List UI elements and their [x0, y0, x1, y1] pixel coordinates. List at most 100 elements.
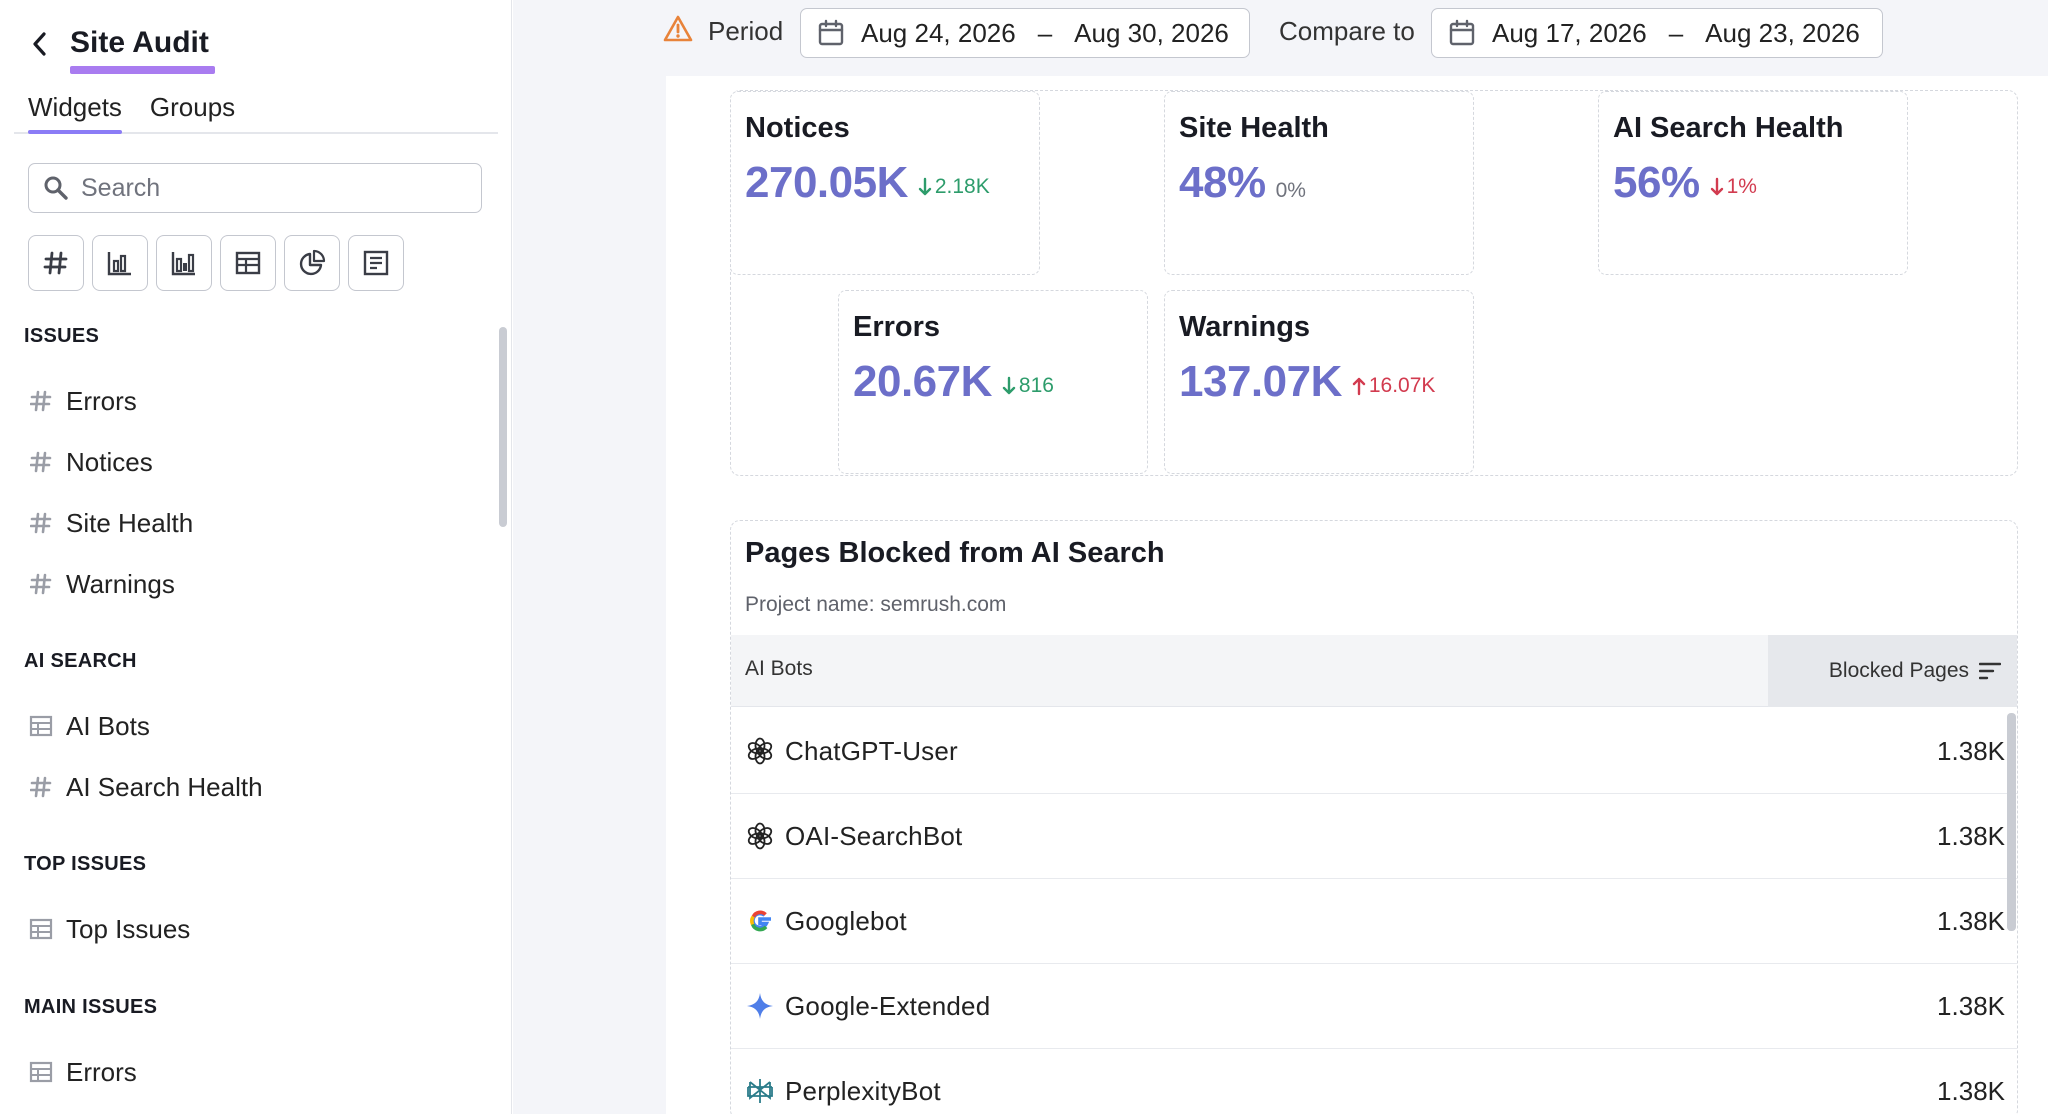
- widget-delta: 0%: [1276, 179, 1306, 203]
- period-label: Period: [708, 16, 784, 46]
- notices-widget[interactable]: Notices 270.05K 2.18K: [730, 91, 1040, 275]
- sidebar-item-label: Site Health: [66, 507, 194, 538]
- title-underline: [70, 66, 215, 74]
- widget-value: 270.05K: [745, 158, 908, 207]
- sidebar-item-label: Errors: [66, 1056, 137, 1087]
- sidebar-item-errors[interactable]: Errors: [28, 381, 137, 421]
- perplexity-icon: [745, 1076, 775, 1106]
- widget-value-row: 270.05K 2.18K: [745, 158, 1025, 208]
- table-icon: [28, 916, 54, 942]
- search-input[interactable]: [81, 173, 461, 203]
- sidebar-item-site-health[interactable]: Site Health: [28, 503, 193, 543]
- ai-search-health-widget[interactable]: AI Search Health 56% 1%: [1598, 91, 1908, 275]
- table-row[interactable]: ChatGPT-User 1.38K: [731, 709, 2017, 794]
- bot-name: Googlebot: [785, 905, 907, 936]
- widget-search-box: [28, 163, 482, 213]
- widget-title: Errors: [853, 311, 941, 343]
- sidebar-item-top-issues[interactable]: Top Issues: [28, 909, 190, 949]
- widget-title: AI Search Health: [1613, 112, 1844, 144]
- arrow-down-icon: [918, 177, 932, 196]
- sidebar-item-ai-bots[interactable]: AI Bots: [28, 706, 150, 746]
- widget-delta-value: 16.07K: [1368, 374, 1436, 397]
- sidebar-item-main-errors[interactable]: Errors: [28, 1052, 137, 1092]
- openai-icon: [745, 821, 775, 851]
- note-icon: [363, 250, 389, 276]
- errors-widget[interactable]: Errors 20.67K 816: [838, 290, 1148, 474]
- sidebar-item-ai-search-health[interactable]: AI Search Health: [28, 767, 263, 807]
- sidebar-scrollbar[interactable]: [499, 327, 507, 527]
- tab-widgets[interactable]: Widgets: [14, 88, 136, 134]
- filter-grouped-bar-button[interactable]: [156, 235, 212, 291]
- sidebar-item-label: AI Search Health: [66, 771, 263, 802]
- widget-delta: 1%: [1710, 175, 1757, 199]
- table-row[interactable]: Google-Extended 1.38K: [731, 964, 2017, 1049]
- table-row[interactable]: Googlebot 1.38K: [731, 879, 2017, 964]
- sidebar-item-label: Errors: [66, 385, 137, 416]
- date-separator: –: [1037, 17, 1053, 48]
- table-icon: [235, 251, 261, 275]
- hash-icon: [28, 510, 54, 536]
- compare-to-date: Aug 23, 2026: [1705, 17, 1860, 48]
- blocked-pages-value: 1.38K: [1937, 820, 2005, 851]
- warnings-widget[interactable]: Warnings 137.07K 16.07K: [1164, 290, 1474, 474]
- section-main-issues-title: MAIN ISSUES: [24, 996, 158, 1018]
- back-button[interactable]: [24, 22, 56, 66]
- widget-value-row: 48% 0%: [1179, 158, 1459, 208]
- widget-delta-value: 2.18K: [934, 175, 990, 198]
- section-ai-search-title: AI SEARCH: [24, 650, 137, 672]
- table-row[interactable]: OAI-SearchBot 1.38K: [731, 794, 2017, 879]
- widget-delta-value: 816: [1018, 374, 1054, 397]
- calendar-icon: [1449, 19, 1475, 46]
- bot-name: Google-Extended: [785, 990, 991, 1021]
- widget-delta-value: 0%: [1275, 179, 1306, 202]
- filter-number-button[interactable]: [28, 235, 84, 291]
- filter-table-button[interactable]: [220, 235, 276, 291]
- widget-subtitle: Project name: semrush.com: [745, 593, 1007, 616]
- period-to-date: Aug 30, 2026: [1074, 17, 1229, 48]
- widget-title: Pages Blocked from AI Search: [745, 537, 1165, 569]
- widget-type-filters: [28, 235, 404, 291]
- sidebar-item-label: Top Issues: [66, 913, 191, 944]
- filter-pie-chart-button[interactable]: [284, 235, 340, 291]
- sidebar-item-notices[interactable]: Notices: [28, 442, 153, 482]
- bot-name: ChatGPT-User: [785, 735, 958, 766]
- sidebar-item-warnings[interactable]: Warnings: [28, 564, 175, 604]
- period-date-range-picker[interactable]: Aug 24, 2026 – Aug 30, 2026: [800, 8, 1250, 58]
- compare-date-range-picker[interactable]: Aug 17, 2026 – Aug 23, 2026: [1431, 8, 1883, 58]
- widget-value-row: 56% 1%: [1613, 158, 1893, 208]
- section-top-issues-title: TOP ISSUES: [24, 853, 147, 875]
- table-row[interactable]: PerplexityBot 1.38K: [731, 1049, 2017, 1114]
- column-header-blocked-pages[interactable]: Blocked Pages: [1768, 635, 2017, 707]
- hash-icon: [28, 571, 54, 597]
- chevron-left-icon: [33, 32, 46, 56]
- table-scrollbar[interactable]: [2007, 713, 2016, 931]
- compare-label: Compare to: [1279, 16, 1415, 46]
- search-icon: [44, 176, 68, 200]
- site-health-widget[interactable]: Site Health 48% 0%: [1164, 91, 1474, 275]
- filter-note-button[interactable]: [348, 235, 404, 291]
- bot-name: OAI-SearchBot: [785, 820, 963, 851]
- sidebar-title-wrap: Site Audit: [70, 22, 215, 74]
- arrow-down-icon: [1710, 177, 1723, 196]
- column-header-ai-bots[interactable]: AI Bots: [745, 657, 813, 680]
- number-icon: [43, 251, 68, 275]
- blocked-pages-value: 1.38K: [1937, 905, 2005, 936]
- widget-title: Warnings: [1179, 311, 1311, 343]
- blocked-pages-value: 1.38K: [1937, 735, 2005, 766]
- sidebar-item-label: AI Bots: [66, 710, 150, 741]
- table-header: AI Bots Blocked Pages: [731, 635, 2017, 707]
- sidebar-tabs: Widgets Groups: [14, 88, 498, 134]
- arrow-up-icon: [1352, 377, 1366, 396]
- widget-delta: 816: [1002, 374, 1054, 398]
- widget-value-row: 20.67K 816: [853, 357, 1133, 407]
- widget-value: 48%: [1179, 158, 1266, 207]
- tab-groups[interactable]: Groups: [149, 92, 236, 122]
- pages-blocked-widget[interactable]: Pages Blocked from AI Search Project nam…: [730, 520, 2018, 1114]
- warning-icon[interactable]: [663, 14, 693, 44]
- bot-name: PerplexityBot: [785, 1075, 941, 1106]
- widget-sidebar: Site Audit Widgets Groups: [0, 0, 512, 1114]
- widget-delta: 2.18K: [918, 175, 990, 199]
- filter-bar-chart-button[interactable]: [92, 235, 148, 291]
- arrow-down-icon: [1002, 376, 1016, 395]
- grouped-bar-chart-icon: [171, 252, 195, 276]
